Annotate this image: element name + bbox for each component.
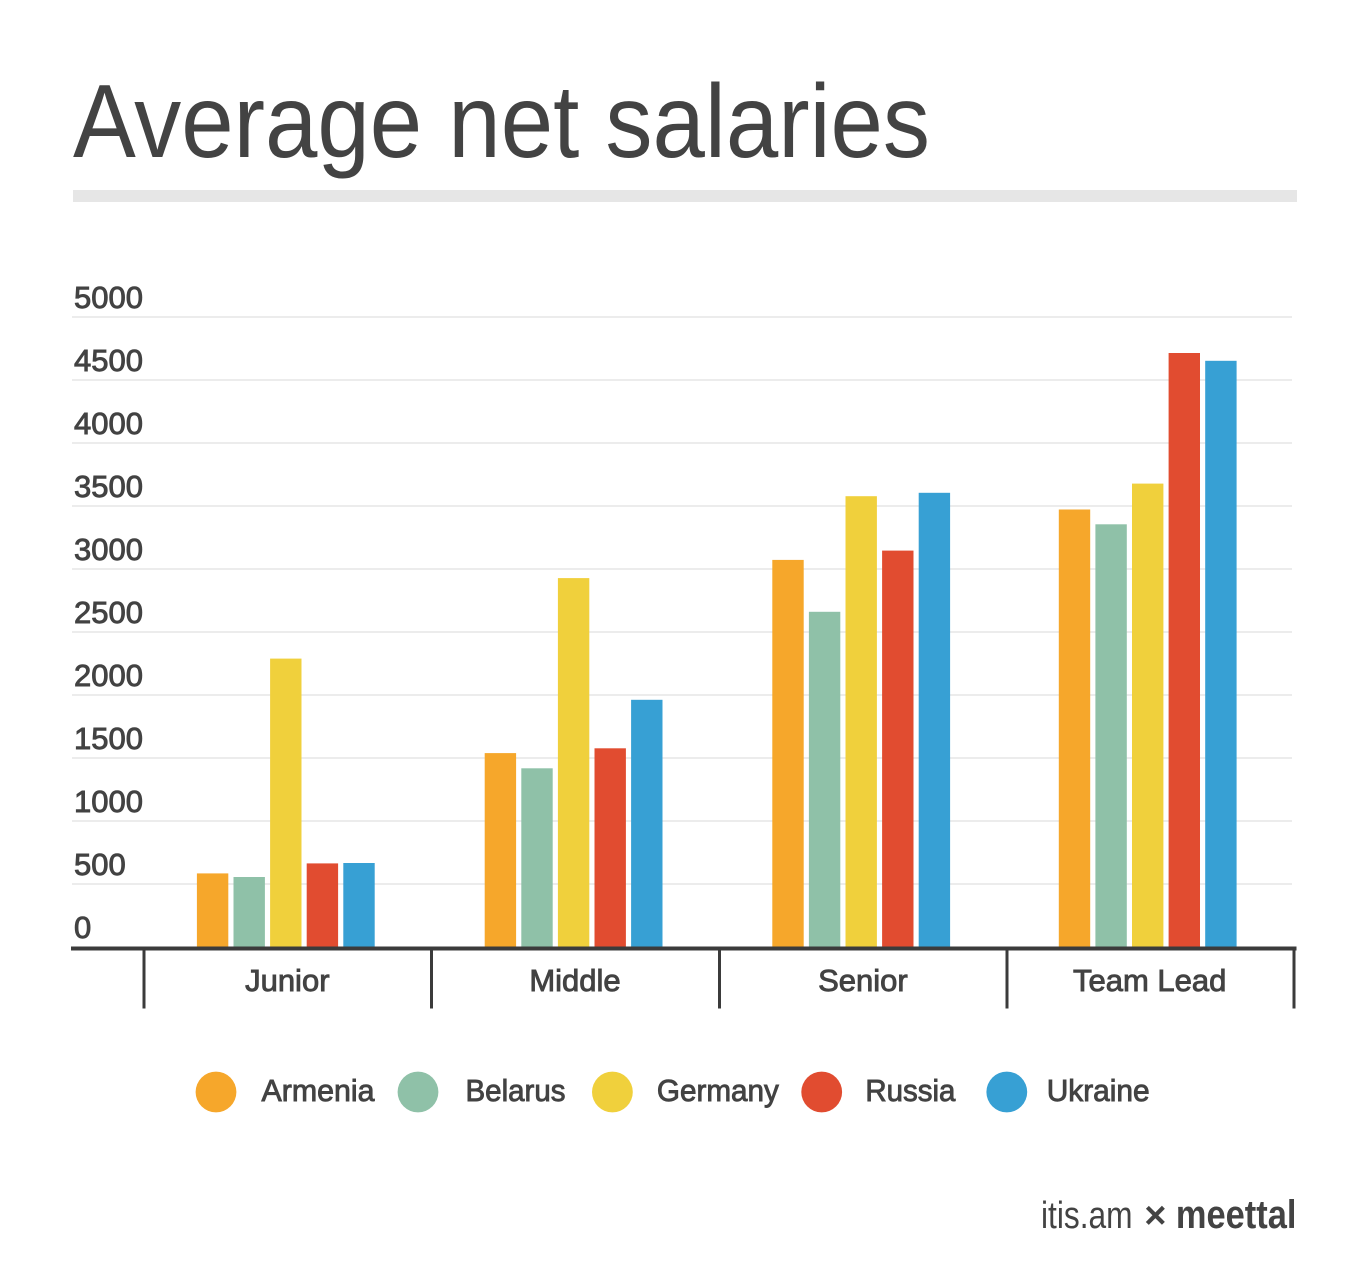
svg-text:5000: 5000 — [74, 280, 143, 315]
svg-text:1500: 1500 — [74, 721, 143, 756]
svg-text:×: × — [1144, 1195, 1166, 1237]
svg-text:Average net salaries: Average net salaries — [73, 64, 930, 180]
svg-text:0: 0 — [74, 910, 91, 945]
svg-text:Germany: Germany — [657, 1073, 779, 1108]
svg-text:Armenia: Armenia — [262, 1073, 376, 1108]
svg-text:Senior: Senior — [818, 963, 908, 998]
svg-text:Ukraine: Ukraine — [1047, 1073, 1150, 1108]
svg-text:4500: 4500 — [74, 343, 143, 378]
svg-text:Russia: Russia — [865, 1073, 956, 1108]
svg-text:3500: 3500 — [74, 469, 143, 504]
svg-text:3000: 3000 — [74, 532, 143, 567]
svg-text:2500: 2500 — [74, 595, 143, 630]
svg-text:Team Lead: Team Lead — [1073, 963, 1226, 998]
svg-text:meettal: meettal — [1176, 1193, 1297, 1237]
svg-text:Middle: Middle — [529, 963, 620, 998]
svg-text:2000: 2000 — [74, 658, 143, 693]
svg-text:1000: 1000 — [74, 784, 143, 819]
svg-text:Junior: Junior — [245, 963, 329, 998]
svg-text:itis.am: itis.am — [1041, 1195, 1133, 1237]
svg-text:Belarus: Belarus — [466, 1073, 566, 1108]
svg-text:500: 500 — [74, 847, 126, 882]
svg-text:4000: 4000 — [74, 406, 143, 441]
